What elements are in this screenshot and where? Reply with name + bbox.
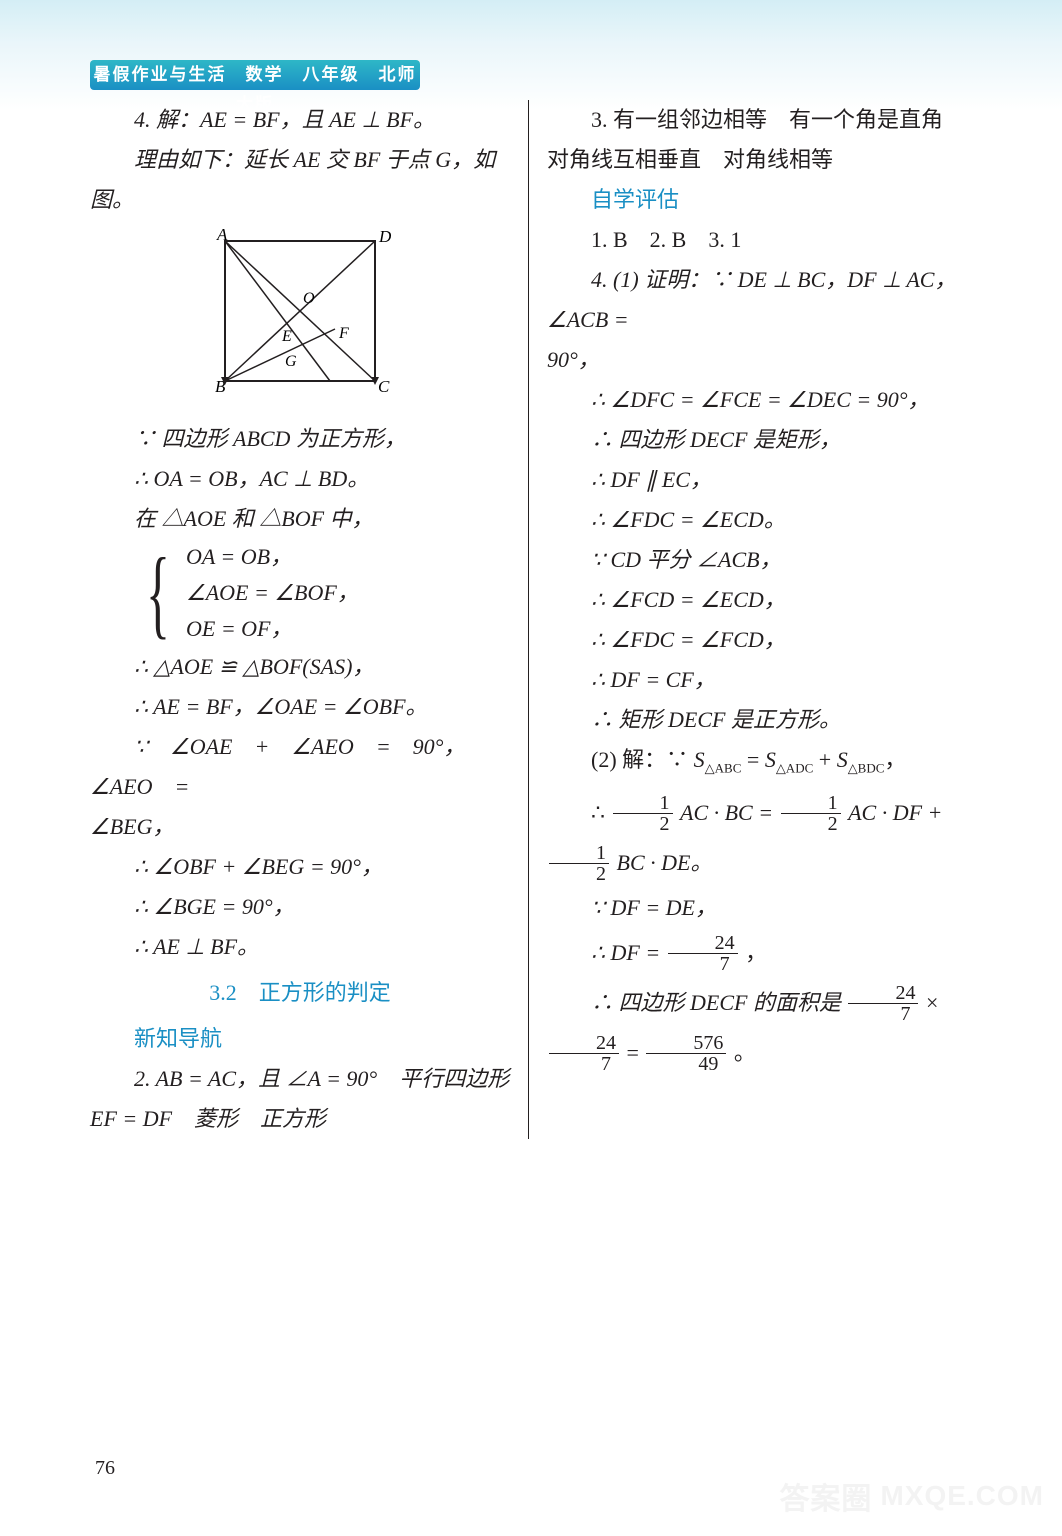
- page-gradient: [0, 0, 1062, 110]
- left-line-6: ∴ △AOE ≌ △BOF(SAS)，: [90, 647, 510, 687]
- label-G: G: [285, 353, 297, 370]
- left-line-2: 理由如下：延长 AE 交 BF 于点 G，如图。: [90, 140, 510, 220]
- right-column: 3. 有一组邻边相等 有一个角是直角 对角线互相垂直 对角线相等 自学评估 1.…: [528, 100, 967, 1139]
- left-line-8b: ∠BEG，: [90, 807, 510, 847]
- brace-line-2: ∠AOE = ∠BOF，: [186, 575, 359, 611]
- right-line-15: ∴ 12 AC · BC = 12 AC · DF + 12 BC · DE。: [547, 788, 967, 888]
- geometry-figure: A D B C O E F G: [90, 226, 510, 409]
- subhead-1: 新知导航: [90, 1019, 510, 1059]
- brace-system: { OA = OB， ∠AOE = ∠BOF， OE = OF，: [134, 539, 510, 647]
- label-O: O: [303, 290, 315, 307]
- left-line-9: ∴ ∠OBF + ∠BEG = 90°，: [90, 847, 510, 887]
- right-line-11: ∴ ∠FDC = ∠FCD，: [547, 620, 967, 660]
- left-line-13: EF = DF 菱形 正方形: [90, 1099, 510, 1139]
- right-line-4a: 4. (1) 证明：∵ DE ⊥ BC，DF ⊥ AC，∠ACB =: [547, 260, 967, 340]
- right-line-10: ∴ ∠FCD = ∠ECD，: [547, 580, 967, 620]
- section-title: 3.2 正方形的判定: [90, 973, 510, 1013]
- right-line-4b: 90°，: [547, 340, 967, 380]
- right-line-14: (2) 解：∵ S△ABC = S△ADC + S△BDC，: [547, 740, 967, 788]
- label-D: D: [378, 227, 392, 246]
- left-line-8a: ∵ ∠OAE + ∠AEO = 90°， ∠AEO =: [90, 727, 510, 807]
- right-line-17: ∴ DF = 247 ，: [547, 928, 967, 978]
- right-line-5: ∴ ∠DFC = ∠FCE = ∠DEC = 90°，: [547, 380, 967, 420]
- watermark-en: MXQE.COM: [880, 1480, 1044, 1512]
- right-line-9: ∵ CD 平分 ∠ACB，: [547, 540, 967, 580]
- label-C: C: [378, 377, 390, 396]
- page-content: 4. 解：AE = BF，且 AE ⊥ BF。 理由如下：延长 AE 交 BF …: [90, 100, 970, 1139]
- right-line-3: 1. B 2. B 3. 1: [547, 220, 967, 260]
- left-line-7: ∴ AE = BF，∠OAE = ∠OBF。: [90, 687, 510, 727]
- left-line-10: ∴ ∠BGE = 90°，: [90, 887, 510, 927]
- right-line-13: ∴ 矩形 DECF 是正方形。: [547, 700, 967, 740]
- left-column: 4. 解：AE = BF，且 AE ⊥ BF。 理由如下：延长 AE 交 BF …: [90, 100, 528, 1139]
- left-line-3: ∵ 四边形 ABCD 为正方形，: [90, 419, 510, 459]
- brace-line-3: OE = OF，: [186, 611, 359, 647]
- right-line-1: 3. 有一组邻边相等 有一个角是直角: [547, 100, 967, 140]
- left-line-4: ∴ OA = OB，AC ⊥ BD。: [90, 459, 510, 499]
- right-line-16: ∵ DF = DE，: [547, 888, 967, 928]
- brace-line-1: OA = OB，: [186, 539, 359, 575]
- watermark: 答案圈 MXQE.COM: [779, 1474, 1044, 1518]
- label-F: F: [338, 325, 349, 342]
- left-line-12: 2. AB = AC，且 ∠A = 90° 平行四边形: [90, 1059, 510, 1099]
- page-number: 76: [95, 1457, 115, 1480]
- right-line-12: ∴ DF = CF，: [547, 660, 967, 700]
- subhead-2: 自学评估: [547, 180, 967, 220]
- right-line-6: ∴ 四边形 DECF 是矩形，: [547, 420, 967, 460]
- label-E: E: [281, 328, 292, 345]
- left-line-1: 4. 解：AE = BF，且 AE ⊥ BF。: [90, 100, 510, 140]
- right-line-18: ∴ 四边形 DECF 的面积是 247 × 247 = 57649 。: [547, 978, 967, 1078]
- right-line-7: ∴ DF ∥ EC，: [547, 460, 967, 500]
- label-A: A: [216, 226, 228, 244]
- right-line-8: ∴ ∠FDC = ∠ECD。: [547, 500, 967, 540]
- left-line-11: ∴ AE ⊥ BF。: [90, 927, 510, 967]
- right-line-2: 对角线互相垂直 对角线相等: [547, 140, 967, 180]
- watermark-cn: 答案圈: [779, 1474, 872, 1518]
- page-header: 暑假作业与生活 数学 八年级 北师大版: [90, 60, 420, 90]
- left-line-5: 在 △AOE 和 △BOF 中，: [90, 499, 510, 539]
